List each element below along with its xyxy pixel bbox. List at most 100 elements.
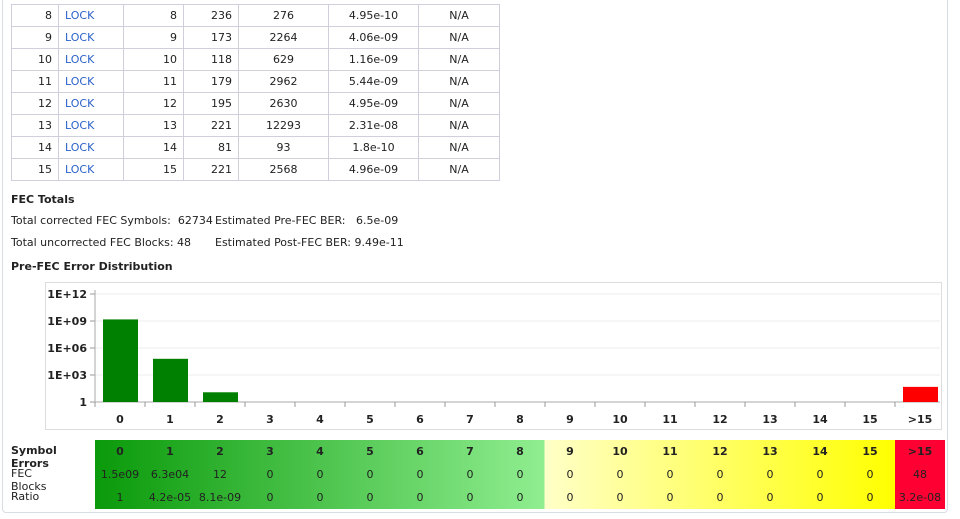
symbol-errors-cell: 3 (266, 445, 274, 458)
table-cell: 4.96e-09 (328, 158, 419, 181)
x-tick-label: 4 (316, 413, 324, 426)
pre-ber-label: Estimated Pre-FEC BER: 6.5e-09 (215, 214, 398, 227)
bar-1 (153, 358, 188, 402)
symbol-errors-cell: 5 (366, 445, 374, 458)
y-tick-label: 1E+03 (47, 369, 87, 382)
post-ber-label-text: Estimated Post-FEC BER: (215, 236, 352, 249)
symbol-errors-cell: >15 (907, 445, 933, 458)
ratio-cell: 0 (466, 491, 474, 504)
row-label: Symbol Errors (11, 444, 57, 470)
fec-blocks-cell: 0 (366, 468, 374, 481)
bar->15 (903, 386, 938, 402)
fec-blocks-cell: 0 (816, 468, 824, 481)
symbol-errors-cell: 10 (612, 445, 628, 458)
x-tick-label: 9 (566, 413, 574, 426)
x-tick-label: 0 (116, 413, 124, 426)
x-tick-label: 7 (466, 413, 474, 426)
distribution-heading: Pre-FEC Error Distribution (11, 260, 173, 273)
panel-frame (2, 0, 948, 513)
error-distribution-chart (45, 282, 942, 430)
x-tick-label: 8 (516, 413, 524, 426)
ratio-cell: 3.2e-08 (898, 491, 942, 504)
y-tick-label: 1 (79, 396, 87, 409)
x-tick-label: 13 (762, 413, 777, 426)
x-tick-label: >15 (908, 413, 933, 426)
table-row: 14 LOCK 14 81 93 1.8e-10 N/A (11, 136, 500, 159)
fec-blocks-cell: 0 (666, 468, 674, 481)
symbol-errors-cell: 7 (466, 445, 474, 458)
fec-blocks-cell: 0 (716, 468, 724, 481)
ratio-cell: 0 (616, 491, 624, 504)
row-label: FEC Blocks (11, 467, 47, 493)
symbol-errors-cell: 14 (812, 445, 828, 458)
symbol-errors-cell: 12 (712, 445, 728, 458)
table-cell: N/A (418, 70, 500, 93)
corrected-label-text: Total corrected FEC Symbols: (11, 214, 171, 227)
x-tick-label: 14 (812, 413, 828, 426)
fec-blocks-cell: 0 (516, 468, 524, 481)
lock-status: LOCK (58, 158, 124, 181)
ratio-cell: 0 (266, 491, 274, 504)
pre-ber-value: 6.5e-09 (356, 214, 399, 227)
table-cell: 15 (11, 158, 59, 181)
symbol-errors-cell: 6 (416, 445, 424, 458)
y-tick-label: 1E+09 (47, 315, 87, 328)
ratio-cell: 4.2e-05 (148, 491, 192, 504)
x-tick-label: 12 (712, 413, 727, 426)
channel-table: 8 LOCK 8 236 276 4.95e-10 N/A 9 LOCK 9 173 2264 4.06… (11, 4, 500, 181)
symbol-errors-cell: 9 (566, 445, 574, 458)
pre-ber-label-text: Estimated Pre-FEC BER: (215, 214, 346, 227)
fec-totals-heading: FEC Totals (11, 193, 75, 206)
symbol-errors-cell: 4 (316, 445, 324, 458)
table-row: 9 LOCK 9 173 2264 4.06e-09 N/A (11, 26, 500, 49)
table-cell: 11 (123, 70, 184, 93)
symbol-errors-cell: 8 (516, 445, 524, 458)
table-cell: 2568 (238, 158, 329, 181)
y-tick-label: 1E+06 (47, 342, 87, 355)
table-cell: 4.95e-10 (328, 4, 419, 27)
fec-blocks-cell: 1.5e09 (100, 468, 140, 481)
x-tick-label: 5 (366, 413, 374, 426)
symbol-errors-cell: 0 (116, 445, 124, 458)
bar-0 (103, 319, 138, 402)
ratio-cell: 0 (866, 491, 874, 504)
x-tick-label: 11 (662, 413, 677, 426)
bar-2 (203, 392, 238, 402)
ratio-cell: 0 (716, 491, 724, 504)
fec-blocks-cell: 0 (316, 468, 324, 481)
uncorrected-label: Total uncorrected FEC Blocks: 48 (11, 236, 191, 249)
x-tick-label: 1 (166, 413, 174, 426)
post-ber-value: 9.49e-11 (354, 236, 404, 249)
table-cell: 221 (183, 158, 239, 181)
post-ber-label: Estimated Post-FEC BER: 9.49e-11 (215, 236, 404, 249)
table-cell: 15 (123, 158, 184, 181)
fec-blocks-cell: 0 (566, 468, 574, 481)
table-cell: N/A (418, 48, 500, 71)
x-tick-label: 15 (862, 413, 877, 426)
ratio-cell: 8.1e-09 (198, 491, 242, 504)
lock-status: LOCK (58, 136, 124, 159)
ratio-cell: 0 (816, 491, 824, 504)
ratio-cell: 0 (366, 491, 374, 504)
lock-status: LOCK (58, 48, 124, 71)
table-cell: 14 (123, 136, 184, 159)
lock-status: LOCK (58, 114, 124, 137)
table-cell: N/A (418, 158, 500, 181)
fec-blocks-cell: 0 (866, 468, 874, 481)
corrected-value: 62734 (177, 214, 213, 227)
x-tick-label: 2 (216, 413, 224, 426)
fec-blocks-cell: 0 (416, 468, 424, 481)
x-tick-label: 3 (266, 413, 274, 426)
ratio-cell: 0 (566, 491, 574, 504)
table-cell: 236 (183, 4, 239, 27)
fec-blocks-cell: 0 (266, 468, 274, 481)
ratio-cell: 0 (416, 491, 424, 504)
symbol-errors-cell: 1 (166, 445, 174, 458)
fec-blocks-cell: 0 (466, 468, 474, 481)
table-row: 13 LOCK 13 221 12293 2.31e-08 N/A (11, 114, 500, 137)
symbol-errors-cell: 15 (862, 445, 878, 458)
table-cell: 14 (11, 136, 59, 159)
table-row: 15 LOCK 15 221 2568 4.96e-09 N/A (11, 158, 500, 181)
table-row: 10 LOCK 10 118 629 1.16e-09 N/A (11, 48, 500, 71)
